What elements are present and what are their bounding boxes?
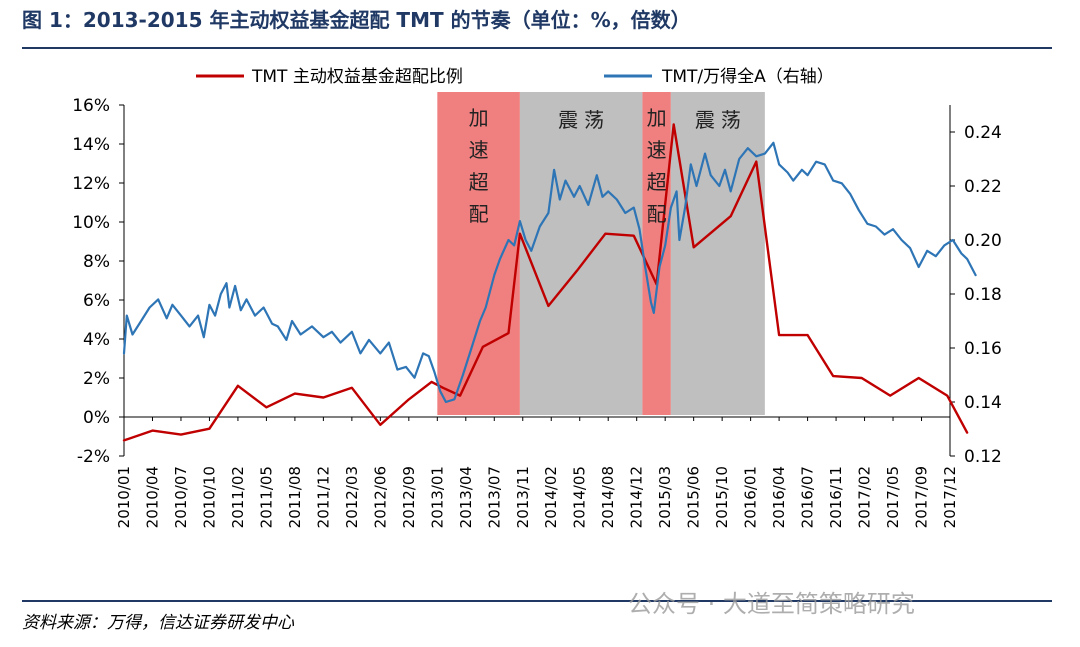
x-tick-label: 2016/11 [827,466,845,528]
left-tick-label: 8% [83,252,110,272]
x-tick-label: 2013/04 [457,466,475,528]
dual-axis-line-chart: -2% 0% 2% 4% 6% 8% 10% 12% 14% 16% 0.12 0.14 0.16 0.1… [72,67,1002,528]
x-tick-label: 2010/01 [115,466,133,528]
axes-layer: -2% 0% 2% 4% 6% 8% 10% 12% 14% 16% 0.12 0.14 0.16 0.1… [72,96,1002,528]
right-tick-label: 0.12 [964,447,1002,467]
right-tick-label: 0.14 [964,393,1002,413]
right-tick-label: 0.22 [964,177,1002,197]
x-tick-label: 2015/03 [656,466,674,528]
x-tick-label: 2017/02 [856,466,874,528]
source-note: 资料来源：万得，信达证券研发中心 [22,613,294,633]
region-label: 配 [469,202,489,226]
legend-label: TMT 主动权益基金超配比例 [251,67,463,87]
left-tick-label: 12% [72,174,110,194]
left-tick-label: 6% [83,291,110,311]
title-divider [22,47,1052,49]
regions-layer [437,92,765,415]
x-tick-label: 2013/01 [428,466,446,528]
region-label: 配 [647,202,667,226]
region-label: 震 [558,108,578,132]
x-tick-label: 2012/03 [343,466,361,528]
region-shock [670,92,765,415]
x-tick-label: 2017/09 [913,466,931,528]
region-label: 速 [647,138,667,162]
x-tick-label: 2011/12 [314,466,332,528]
left-tick-label: 2% [83,369,110,389]
x-tick-label: 2017/05 [884,466,902,528]
x-tick-label: 2010/10 [200,466,218,528]
legend-label: TMT/万得全A（右轴） [661,67,834,87]
watermark-text: 公众号 · 大道至简策略研究 [628,590,915,618]
left-tick-label: -2% [77,447,110,467]
x-tick-label: 2012/09 [400,466,418,528]
region-label: 震 [695,108,715,132]
x-tick-label: 2010/04 [143,466,161,528]
x-tick-label: 2014/08 [599,466,617,528]
left-tick-label: 16% [72,96,110,116]
x-tick-label: 2013/11 [514,466,532,528]
region-shock [519,92,643,415]
x-tick-label: 2010/07 [172,466,190,528]
x-tick-label: 2012/06 [371,466,389,528]
region-accel [437,92,520,415]
left-tick-label: 4% [83,330,110,350]
series-line-ratio [122,141,977,404]
lines-layer [122,123,977,442]
x-tick-label: 2016/01 [742,466,760,528]
x-tick-label: 2014/12 [628,466,646,528]
x-tick-label: 2014/05 [571,466,589,528]
labels-layer: 加速超配震荡加速超配震荡 [469,106,741,226]
x-tick-label: 2011/08 [286,466,304,528]
x-tick-label: 2011/02 [229,466,247,528]
left-tick-label: 0% [83,408,110,428]
region-label: 超 [647,170,667,194]
region-label: 速 [469,138,489,162]
right-tick-label: 0.24 [964,123,1002,143]
left-tick-label: 10% [72,213,110,233]
x-tick-label: 2015/06 [685,466,703,528]
x-tick-label: 2014/02 [542,466,560,528]
region-label: 荡 [584,108,604,132]
x-tick-label: 2011/05 [257,466,275,528]
x-tick-label: 2017/12 [941,466,959,528]
series-line-overweight [122,123,969,442]
region-label: 加 [647,106,667,130]
right-tick-label: 0.16 [964,339,1002,359]
legend: TMT 主动权益基金超配比例 TMT/万得全A（右轴） [196,67,834,87]
x-tick-label: 2016/04 [770,466,788,528]
region-label: 荡 [721,108,741,132]
region-accel [642,92,671,415]
region-label: 超 [469,170,489,194]
region-label: 加 [469,106,489,130]
x-tick-label: 2016/07 [799,466,817,528]
x-tick-label: 2013/07 [485,466,503,528]
x-tick-label: 2015/10 [713,466,731,528]
right-tick-label: 0.18 [964,285,1002,305]
right-tick-label: 0.20 [964,231,1002,251]
figure-title: 图 1：2013-2015 年主动权益基金超配 TMT 的节奏（单位：%，倍数） [22,8,691,32]
left-tick-label: 14% [72,135,110,155]
footer-divider [22,600,1052,602]
